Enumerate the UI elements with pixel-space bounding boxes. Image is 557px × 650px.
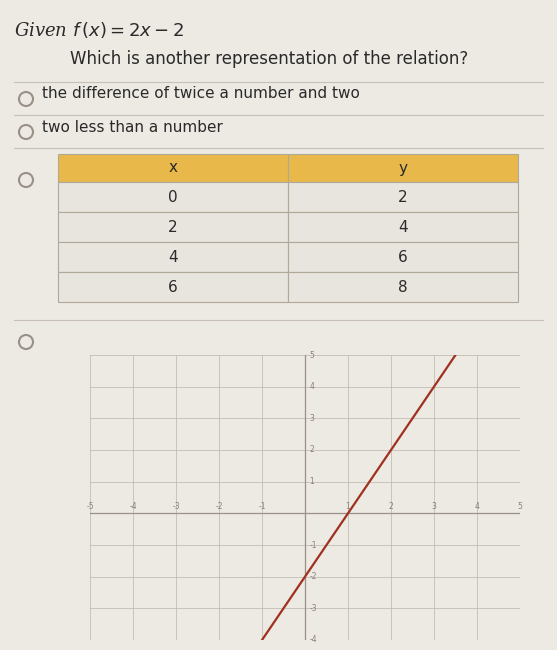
Text: -4: -4 — [309, 636, 317, 645]
Text: x: x — [169, 161, 178, 176]
Text: -2: -2 — [215, 502, 223, 511]
Text: -2: -2 — [309, 572, 317, 581]
Text: 6: 6 — [398, 250, 408, 265]
Bar — [58, 272, 288, 302]
Text: 2: 2 — [389, 502, 393, 511]
Text: 8: 8 — [398, 280, 408, 294]
Text: 2: 2 — [309, 445, 314, 454]
Text: 4: 4 — [475, 502, 480, 511]
Text: 2: 2 — [398, 190, 408, 205]
Bar — [288, 242, 518, 272]
Bar — [288, 182, 518, 212]
Text: 6: 6 — [168, 280, 178, 294]
Text: 0: 0 — [168, 190, 178, 205]
Bar — [288, 154, 518, 182]
Text: the difference of twice a number and two: the difference of twice a number and two — [42, 86, 360, 101]
Text: 4: 4 — [168, 250, 178, 265]
Bar — [58, 154, 288, 182]
Bar — [58, 212, 288, 242]
Text: 4: 4 — [398, 220, 408, 235]
Bar — [288, 212, 518, 242]
Text: 5: 5 — [517, 502, 522, 511]
Text: Given $f\,(x) = 2x - 2$: Given $f\,(x) = 2x - 2$ — [14, 20, 184, 40]
Bar — [288, 272, 518, 302]
Text: Which is another representation of the relation?: Which is another representation of the r… — [70, 50, 468, 68]
Text: 2: 2 — [168, 220, 178, 235]
Text: 3: 3 — [309, 414, 314, 423]
Text: -4: -4 — [129, 502, 137, 511]
Text: -3: -3 — [309, 604, 317, 613]
Text: 3: 3 — [432, 502, 437, 511]
Bar — [58, 242, 288, 272]
Text: y: y — [398, 161, 408, 176]
Text: 1: 1 — [346, 502, 350, 511]
Text: -1: -1 — [258, 502, 266, 511]
Text: -3: -3 — [172, 502, 180, 511]
Text: -5: -5 — [86, 502, 94, 511]
Bar — [58, 182, 288, 212]
Text: 5: 5 — [309, 350, 314, 359]
Text: 4: 4 — [309, 382, 314, 391]
Text: -1: -1 — [309, 541, 317, 549]
Text: two less than a number: two less than a number — [42, 120, 223, 135]
Text: 1: 1 — [309, 477, 314, 486]
